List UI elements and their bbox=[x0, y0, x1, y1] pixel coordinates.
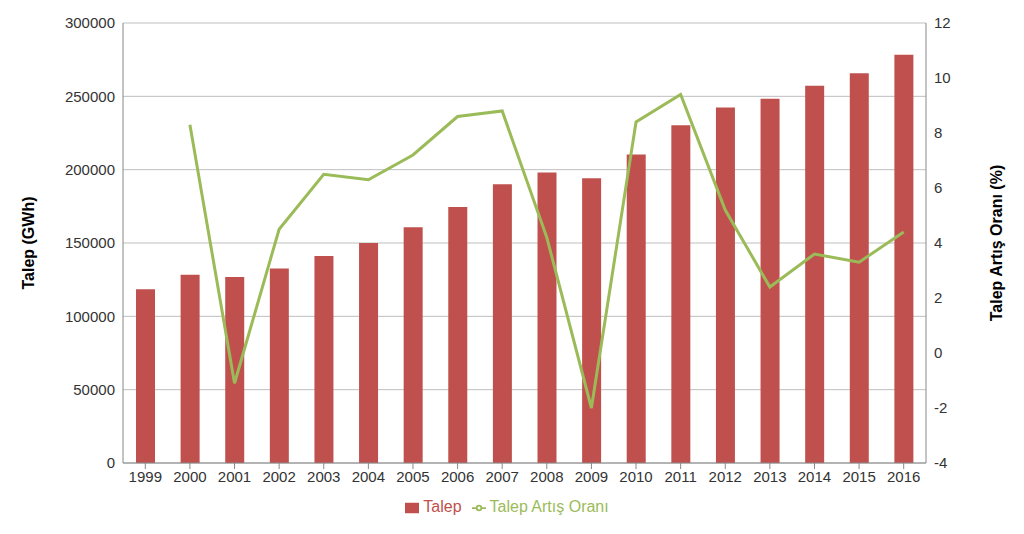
svg-text:6: 6 bbox=[934, 179, 942, 196]
svg-text:Talep Artış Oranı (%): Talep Artış Oranı (%) bbox=[988, 165, 1005, 321]
svg-text:Talep (GWh): Talep (GWh) bbox=[20, 196, 37, 289]
svg-text:-2: -2 bbox=[934, 399, 947, 416]
svg-text:2006: 2006 bbox=[441, 468, 474, 485]
html-text:Talep: Talep bbox=[423, 498, 462, 515]
svg-text:2009: 2009 bbox=[575, 468, 608, 485]
svg-text:100000: 100000 bbox=[65, 308, 115, 325]
svg-text:2002: 2002 bbox=[262, 468, 295, 485]
svg-text:0: 0 bbox=[107, 454, 115, 471]
svg-text:2015: 2015 bbox=[842, 468, 875, 485]
svg-text:2010: 2010 bbox=[619, 468, 652, 485]
svg-text:2016: 2016 bbox=[887, 468, 920, 485]
svg-text:250000: 250000 bbox=[65, 88, 115, 105]
svg-text:2011: 2011 bbox=[665, 468, 697, 485]
svg-text:2001: 2001 bbox=[218, 468, 251, 485]
svg-text:2013: 2013 bbox=[753, 468, 786, 485]
svg-text:1999: 1999 bbox=[129, 468, 162, 485]
svg-text:10: 10 bbox=[934, 69, 951, 86]
svg-text:150000: 150000 bbox=[65, 234, 115, 251]
svg-text:2007: 2007 bbox=[486, 468, 519, 485]
svg-text:2008: 2008 bbox=[530, 468, 563, 485]
svg-text:2003: 2003 bbox=[307, 468, 340, 485]
svg-text:2004: 2004 bbox=[352, 468, 385, 485]
svg-text:2012: 2012 bbox=[709, 468, 742, 485]
svg-text:300000: 300000 bbox=[65, 14, 115, 31]
html-text:Talep Artış Oranı: Talep Artış Oranı bbox=[489, 498, 609, 515]
svg-text:2005: 2005 bbox=[396, 468, 429, 485]
svg-text:2000: 2000 bbox=[173, 468, 206, 485]
svg-text:0: 0 bbox=[934, 344, 942, 361]
svg-text:4: 4 bbox=[934, 234, 942, 251]
svg-text:8: 8 bbox=[934, 124, 942, 141]
svg-text:2014: 2014 bbox=[798, 468, 831, 485]
svg-text:12: 12 bbox=[934, 14, 951, 31]
svg-text:50000: 50000 bbox=[73, 381, 115, 398]
svg-text:200000: 200000 bbox=[65, 161, 115, 178]
svg-text:-4: -4 bbox=[934, 454, 947, 471]
svg-text:2: 2 bbox=[934, 289, 942, 306]
